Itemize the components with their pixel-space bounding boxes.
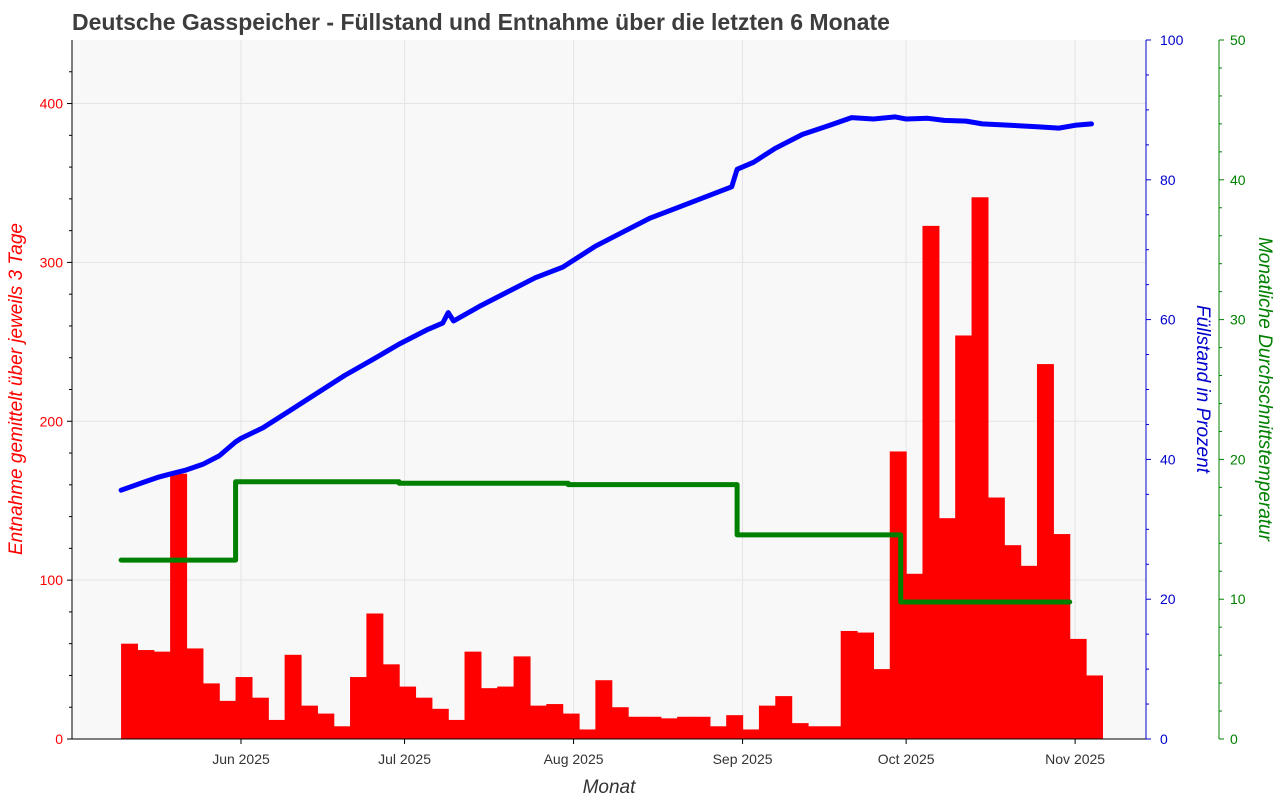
bar bbox=[857, 632, 875, 739]
bar bbox=[807, 726, 825, 739]
temperature-line bbox=[118, 479, 1073, 605]
bar bbox=[431, 708, 449, 739]
bar bbox=[709, 726, 727, 739]
chart-title: Deutsche Gasspeicher - Füllstand und Ent… bbox=[72, 9, 890, 35]
x-tick-label: Sep 2025 bbox=[713, 751, 773, 767]
bar bbox=[791, 723, 809, 739]
y-tick-label-right2: 10 bbox=[1230, 591, 1246, 607]
bar bbox=[1004, 545, 1022, 739]
bar bbox=[644, 716, 662, 739]
y-tick-label-left: 300 bbox=[40, 254, 64, 270]
bar bbox=[153, 651, 171, 739]
bar bbox=[415, 697, 433, 739]
bar bbox=[922, 225, 940, 739]
bar bbox=[1086, 675, 1103, 739]
bar bbox=[1053, 534, 1071, 739]
y-tick-label-left: 100 bbox=[40, 572, 64, 588]
fuellstand-line bbox=[118, 114, 1094, 493]
y-tick-label-right1: 0 bbox=[1160, 731, 1168, 747]
bar bbox=[513, 656, 531, 739]
bar bbox=[333, 726, 351, 739]
bar bbox=[987, 497, 1005, 739]
x-tick-label: Nov 2025 bbox=[1045, 751, 1105, 767]
x-axis-label: Monat bbox=[583, 777, 637, 798]
bar bbox=[677, 716, 695, 739]
bar bbox=[628, 716, 646, 739]
bar bbox=[382, 664, 400, 739]
bar bbox=[660, 718, 678, 739]
bar bbox=[595, 680, 613, 739]
bar bbox=[300, 705, 318, 739]
y-tick-label-right1: 40 bbox=[1160, 451, 1176, 467]
bar bbox=[399, 686, 417, 739]
y-tick-label-right2: 0 bbox=[1230, 731, 1238, 747]
bar bbox=[170, 473, 188, 739]
bar bbox=[938, 518, 956, 739]
axes: 0 100 200 300 400 0 20 40 60 80 100 0 10 20 30 40 50 Jun … bbox=[40, 32, 1246, 767]
series-lines bbox=[118, 114, 1094, 605]
bar bbox=[742, 729, 760, 739]
y-tick-label-right1: 100 bbox=[1160, 32, 1184, 48]
bar bbox=[1069, 638, 1087, 739]
bar bbox=[480, 688, 498, 739]
x-tick-label: Oct 2025 bbox=[878, 751, 935, 767]
bar bbox=[137, 650, 155, 739]
y-tick-label-right2: 20 bbox=[1230, 451, 1246, 467]
bar bbox=[202, 683, 220, 739]
bar bbox=[546, 704, 564, 739]
y-tick-label-right2: 50 bbox=[1230, 32, 1246, 48]
bar bbox=[448, 719, 466, 739]
bar bbox=[758, 705, 776, 739]
bar bbox=[219, 700, 237, 739]
y-axis-label-right2: Monatliche Durchschnittstemperatur bbox=[1254, 237, 1275, 542]
y-tick-label-left: 400 bbox=[40, 96, 64, 112]
y-tick-label-right1: 80 bbox=[1160, 172, 1176, 188]
x-tick-label: Aug 2025 bbox=[544, 751, 604, 767]
bar bbox=[1020, 565, 1038, 739]
bar bbox=[611, 707, 629, 739]
bar bbox=[1036, 364, 1054, 739]
bar bbox=[186, 648, 204, 739]
bar bbox=[284, 654, 302, 739]
x-tick-label: Jul 2025 bbox=[378, 751, 431, 767]
bar bbox=[317, 713, 335, 739]
bar bbox=[840, 630, 858, 739]
y-tick-label-left: 0 bbox=[55, 731, 63, 747]
bar bbox=[579, 729, 596, 739]
bar bbox=[693, 716, 711, 739]
y-tick-label-left: 200 bbox=[40, 413, 64, 429]
bar bbox=[726, 715, 744, 739]
y-axis-label-left: Entnahme gemittelt über jeweils 3 Tage bbox=[6, 223, 27, 555]
bar bbox=[268, 719, 286, 739]
bar bbox=[251, 697, 269, 739]
bar bbox=[235, 677, 253, 739]
y-tick-label-right2: 40 bbox=[1230, 172, 1246, 188]
y-axis-label-right1: Füllstand in Prozent bbox=[1192, 305, 1213, 474]
bar bbox=[350, 677, 367, 739]
bar bbox=[529, 705, 547, 739]
y-tick-label-right1: 60 bbox=[1160, 312, 1176, 328]
bar bbox=[562, 713, 580, 739]
bar bbox=[906, 573, 924, 739]
y-tick-label-right2: 30 bbox=[1230, 312, 1246, 328]
bar bbox=[873, 669, 891, 739]
y-tick-label-right1: 20 bbox=[1160, 591, 1176, 607]
bar bbox=[955, 335, 973, 739]
x-tick-label: Jun 2025 bbox=[212, 751, 270, 767]
bar bbox=[497, 686, 515, 739]
bar bbox=[824, 726, 842, 739]
bar bbox=[464, 651, 482, 739]
bar bbox=[121, 643, 139, 739]
bar bbox=[971, 197, 989, 739]
bar bbox=[366, 613, 384, 739]
grid bbox=[72, 40, 1146, 739]
bar bbox=[775, 696, 793, 739]
